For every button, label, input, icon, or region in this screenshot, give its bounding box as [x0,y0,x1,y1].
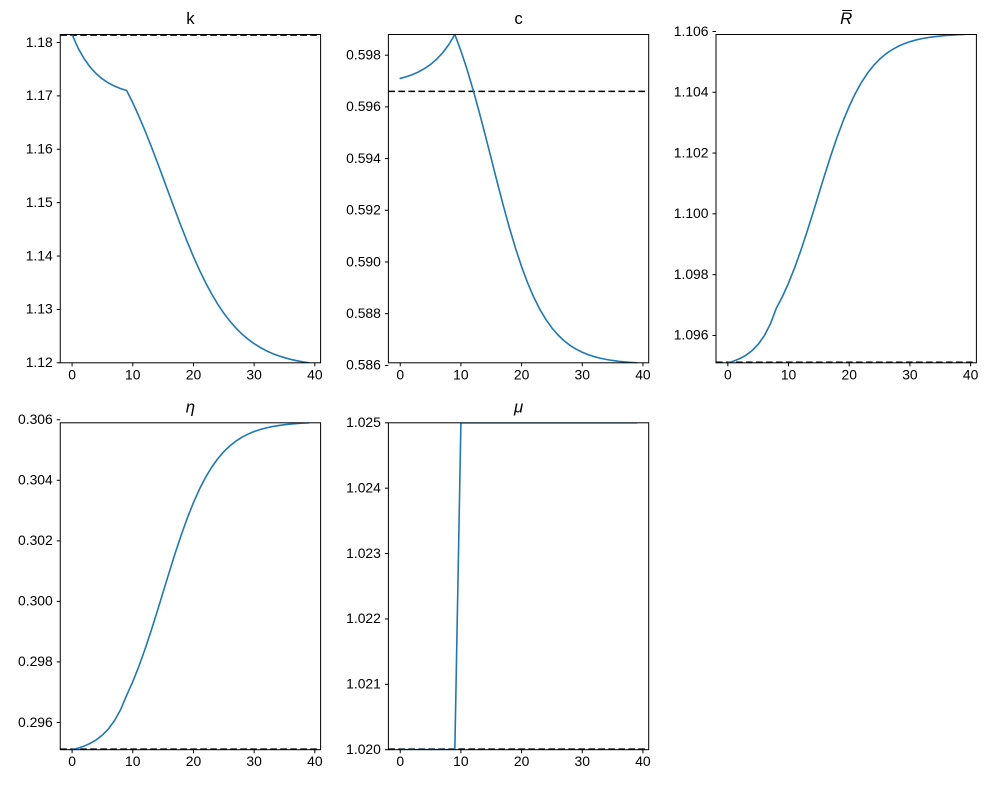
svg-text:0.586: 0.586 [346,357,381,373]
svg-text:0: 0 [396,753,404,769]
svg-text:0.296: 0.296 [18,714,53,730]
svg-text:40: 40 [635,753,651,769]
svg-text:η: η [186,397,195,416]
svg-text:R̅: R̅ [840,9,852,28]
svg-text:0.590: 0.590 [346,253,381,269]
svg-text:1.16: 1.16 [26,141,53,157]
svg-text:10: 10 [125,753,141,769]
svg-text:1.106: 1.106 [674,23,709,39]
svg-text:20: 20 [514,753,530,769]
svg-text:1.18: 1.18 [26,34,53,50]
svg-text:1.025: 1.025 [346,414,381,430]
svg-text:10: 10 [453,753,469,769]
svg-text:10: 10 [453,366,469,382]
svg-text:20: 20 [186,366,202,382]
svg-text:0.598: 0.598 [346,46,381,62]
svg-text:30: 30 [246,366,262,382]
svg-text:1.023: 1.023 [346,545,381,561]
svg-text:0.298: 0.298 [18,653,53,669]
svg-text:0: 0 [396,366,404,382]
svg-text:0: 0 [724,366,732,382]
svg-text:0.596: 0.596 [346,98,381,114]
svg-text:10: 10 [125,366,141,382]
svg-text:1.021: 1.021 [346,676,381,692]
svg-text:20: 20 [514,366,530,382]
svg-text:40: 40 [307,366,323,382]
svg-text:40: 40 [635,366,651,382]
svg-text:0.594: 0.594 [346,150,381,166]
svg-text:40: 40 [307,753,323,769]
svg-text:20: 20 [186,753,202,769]
svg-text:30: 30 [902,366,918,382]
svg-text:1.098: 1.098 [674,266,709,282]
svg-text:30: 30 [575,366,591,382]
svg-text:10: 10 [781,366,797,382]
svg-text:1.022: 1.022 [346,610,381,626]
svg-text:k: k [186,9,195,28]
svg-text:1.020: 1.020 [346,741,381,757]
svg-text:20: 20 [842,366,858,382]
svg-text:1.104: 1.104 [674,84,709,100]
svg-text:0.302: 0.302 [18,532,53,548]
svg-text:1.13: 1.13 [26,301,53,317]
svg-text:30: 30 [246,753,262,769]
svg-text:0.304: 0.304 [18,472,53,488]
svg-text:0: 0 [68,753,76,769]
svg-text:1.096: 1.096 [674,327,709,343]
svg-text:0.306: 0.306 [18,411,53,427]
svg-text:c: c [514,9,522,28]
svg-text:30: 30 [575,753,591,769]
svg-text:1.14: 1.14 [26,247,53,263]
svg-text:1.15: 1.15 [26,194,53,210]
svg-text:0.592: 0.592 [346,202,381,218]
svg-text:1.024: 1.024 [346,479,381,495]
svg-text:1.102: 1.102 [674,144,709,160]
svg-text:0.300: 0.300 [18,593,53,609]
svg-text:0.588: 0.588 [346,305,381,321]
svg-text:40: 40 [963,366,979,382]
svg-text:μ: μ [513,397,523,416]
svg-text:1.12: 1.12 [26,354,53,370]
svg-text:1.100: 1.100 [674,205,709,221]
svg-text:1.17: 1.17 [26,87,53,103]
svg-text:0: 0 [68,366,76,382]
